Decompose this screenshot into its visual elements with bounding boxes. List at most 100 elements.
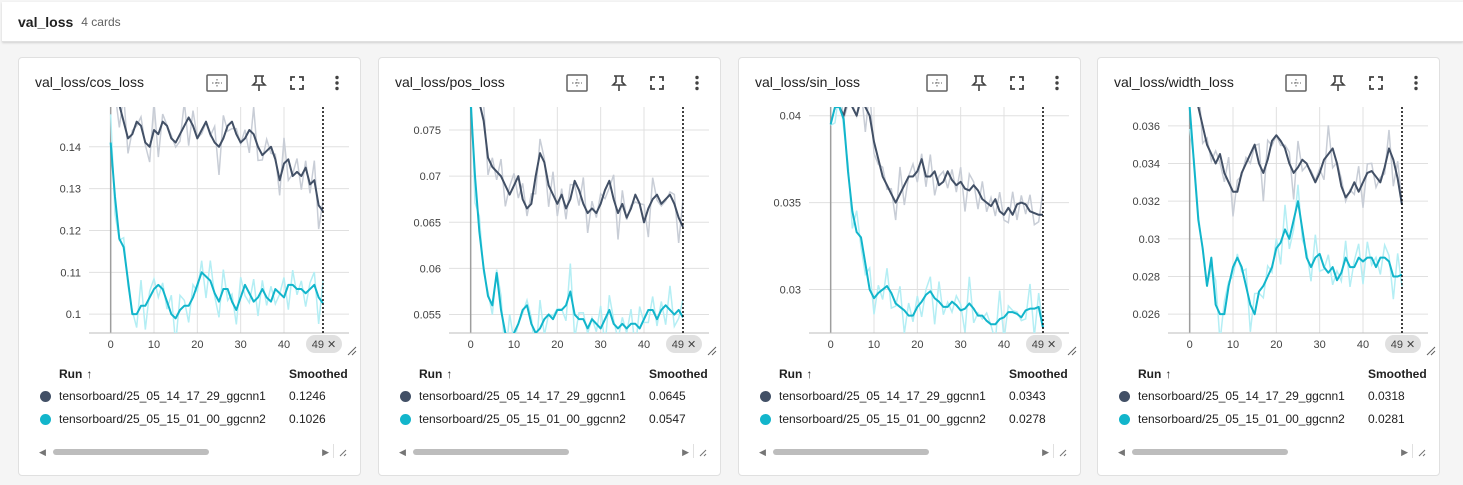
y-tick-label: 0.03 bbox=[1139, 234, 1160, 246]
step-badge[interactable]: 49 ✕ bbox=[1026, 335, 1062, 353]
series-line bbox=[1188, 107, 1403, 316]
more-vert-button[interactable] bbox=[325, 72, 349, 94]
resize-icon[interactable] bbox=[1067, 346, 1077, 356]
line-chart[interactable]: 0.1 0.11 0.12 0.13 0.14 0 10 20 30 40 49 ✕ bbox=[19, 103, 362, 365]
smoothed-column-header[interactable]: Smoothed bbox=[1009, 367, 1068, 381]
smoothed-column-header[interactable]: Smoothed bbox=[289, 367, 348, 381]
scroll-right-icon[interactable]: ▶ bbox=[1401, 447, 1408, 457]
run-name: tensorboard/25_05_14_17_29_ggcnn1 bbox=[1138, 389, 1345, 403]
scroll-thumb[interactable] bbox=[773, 449, 929, 455]
run-color-dot[interactable] bbox=[40, 390, 51, 402]
run-column-header[interactable]: Run ↑ bbox=[1138, 367, 1171, 381]
legend-row[interactable]: tensorboard/25_05_14_17_29_ggcnn1 0.0645 bbox=[379, 385, 722, 407]
resize-icon[interactable] bbox=[1426, 346, 1436, 356]
group-header[interactable]: val_loss 4 cards bbox=[2, 2, 1463, 42]
pin-button[interactable] bbox=[967, 72, 991, 94]
more-vert-icon bbox=[1054, 75, 1060, 91]
legend-horizontal-scrollbar[interactable]: ◀ ▶ bbox=[1114, 445, 1410, 459]
run-column-header[interactable]: Run ↑ bbox=[419, 367, 452, 381]
scroll-right-icon[interactable]: ▶ bbox=[1042, 447, 1049, 457]
y-tick-label: 0.035 bbox=[773, 198, 801, 210]
more-vert-icon bbox=[694, 75, 700, 91]
run-color-dot[interactable] bbox=[760, 390, 771, 402]
y-tick-label: 0.07 bbox=[420, 171, 441, 183]
scroll-left-icon[interactable]: ◀ bbox=[759, 447, 766, 457]
series-line bbox=[109, 142, 324, 320]
run-color-dot[interactable] bbox=[760, 413, 771, 425]
legend-horizontal-scrollbar[interactable]: ◀ ▶ bbox=[35, 445, 331, 459]
more-vert-button[interactable] bbox=[685, 72, 709, 94]
legend-horizontal-scrollbar[interactable]: ◀ ▶ bbox=[755, 445, 1051, 459]
legend-row[interactable]: tensorboard/25_05_15_01_00_ggcnn2 0.0281 bbox=[1098, 408, 1441, 430]
x-tick-label: 20 bbox=[191, 339, 203, 351]
line-chart[interactable]: 0.055 0.06 0.065 0.07 0.075 0 10 20 30 40 49 ✕ bbox=[379, 103, 722, 365]
scroll-thumb[interactable] bbox=[413, 449, 569, 455]
x-tick-label: 0 bbox=[108, 339, 114, 351]
x-tick-label: 40 bbox=[638, 339, 650, 351]
pin-button[interactable] bbox=[247, 72, 271, 94]
run-color-dot[interactable] bbox=[1119, 390, 1130, 402]
more-vert-button[interactable] bbox=[1045, 72, 1069, 94]
line-chart[interactable]: 0.026 0.028 0.03 0.032 0.034 0.036 0 10 20 30 40 49… bbox=[1098, 103, 1441, 365]
fit-domain-button[interactable] bbox=[1284, 72, 1308, 94]
step-badge[interactable]: 49 ✕ bbox=[666, 335, 702, 353]
pin-button[interactable] bbox=[1326, 72, 1350, 94]
y-tick-label: 0.032 bbox=[1132, 196, 1160, 208]
legend-header: Run ↑ Smoothed bbox=[379, 367, 722, 387]
smoothed-column-header[interactable]: Smoothed bbox=[649, 367, 708, 381]
fullscreen-button[interactable] bbox=[645, 72, 669, 94]
resize-icon[interactable] bbox=[347, 346, 357, 356]
raw-series-line bbox=[830, 107, 1044, 333]
legend-row[interactable]: tensorboard/25_05_14_17_29_ggcnn1 0.1246 bbox=[19, 385, 362, 407]
legend-resize-corner[interactable] bbox=[693, 444, 707, 458]
legend-resize-corner[interactable] bbox=[333, 444, 347, 458]
run-smoothed-value: 0.1026 bbox=[289, 412, 326, 426]
card-title: val_loss/sin_loss bbox=[755, 74, 861, 90]
run-color-dot[interactable] bbox=[400, 413, 411, 425]
y-tick-label: 0.13 bbox=[60, 184, 81, 196]
line-chart[interactable]: 0.03 0.035 0.04 0 10 20 30 40 49 ✕ bbox=[739, 103, 1082, 365]
legend-row[interactable]: tensorboard/25_05_15_01_00_ggcnn2 0.0547 bbox=[379, 408, 722, 430]
run-color-dot[interactable] bbox=[40, 413, 51, 425]
run-column-header[interactable]: Run ↑ bbox=[59, 367, 92, 381]
run-color-dot[interactable] bbox=[1119, 413, 1130, 425]
legend-row[interactable]: tensorboard/25_05_15_01_00_ggcnn2 0.0278 bbox=[739, 408, 1082, 430]
run-smoothed-value: 0.0318 bbox=[1368, 389, 1405, 403]
run-header-label: Run bbox=[419, 367, 443, 381]
scroll-left-icon[interactable]: ◀ bbox=[399, 447, 406, 457]
scroll-thumb[interactable] bbox=[53, 449, 209, 455]
y-tick-label: 0.03 bbox=[780, 285, 801, 297]
legend-resize-corner[interactable] bbox=[1053, 444, 1067, 458]
step-badge[interactable]: 49 ✕ bbox=[1385, 335, 1421, 353]
series-line bbox=[829, 107, 1044, 328]
legend-row[interactable]: tensorboard/25_05_14_17_29_ggcnn1 0.0343 bbox=[739, 385, 1082, 407]
pin-icon bbox=[1330, 74, 1346, 92]
legend-horizontal-scrollbar[interactable]: ◀ ▶ bbox=[395, 445, 691, 459]
scroll-right-icon[interactable]: ▶ bbox=[322, 447, 329, 457]
fullscreen-button[interactable] bbox=[285, 72, 309, 94]
legend-row[interactable]: tensorboard/25_05_14_17_29_ggcnn1 0.0318 bbox=[1098, 385, 1441, 407]
run-column-header[interactable]: Run ↑ bbox=[779, 367, 812, 381]
scroll-left-icon[interactable]: ◀ bbox=[39, 447, 46, 457]
fit-domain-button[interactable] bbox=[925, 72, 949, 94]
sort-arrow-icon: ↑ bbox=[1165, 367, 1172, 381]
pin-button[interactable] bbox=[607, 72, 631, 94]
run-color-dot[interactable] bbox=[400, 390, 411, 402]
legend-resize-corner[interactable] bbox=[1412, 444, 1426, 458]
series-line bbox=[1197, 107, 1403, 206]
scroll-thumb[interactable] bbox=[1132, 449, 1288, 455]
fullscreen-button[interactable] bbox=[1005, 72, 1029, 94]
resize-icon[interactable] bbox=[707, 346, 717, 356]
scroll-left-icon[interactable]: ◀ bbox=[1118, 447, 1125, 457]
step-badge[interactable]: 49 ✕ bbox=[306, 335, 342, 353]
legend-row[interactable]: tensorboard/25_05_15_01_00_ggcnn2 0.1026 bbox=[19, 408, 362, 430]
raw-series-line bbox=[470, 107, 684, 333]
x-tick-label: 0 bbox=[828, 339, 834, 351]
more-vert-button[interactable] bbox=[1404, 72, 1428, 94]
fit-domain-button[interactable] bbox=[565, 72, 589, 94]
fullscreen-button[interactable] bbox=[1364, 72, 1388, 94]
scroll-right-icon[interactable]: ▶ bbox=[682, 447, 689, 457]
fit-domain-button[interactable] bbox=[205, 72, 229, 94]
y-tick-label: 0.11 bbox=[60, 267, 81, 279]
smoothed-column-header[interactable]: Smoothed bbox=[1368, 367, 1427, 381]
